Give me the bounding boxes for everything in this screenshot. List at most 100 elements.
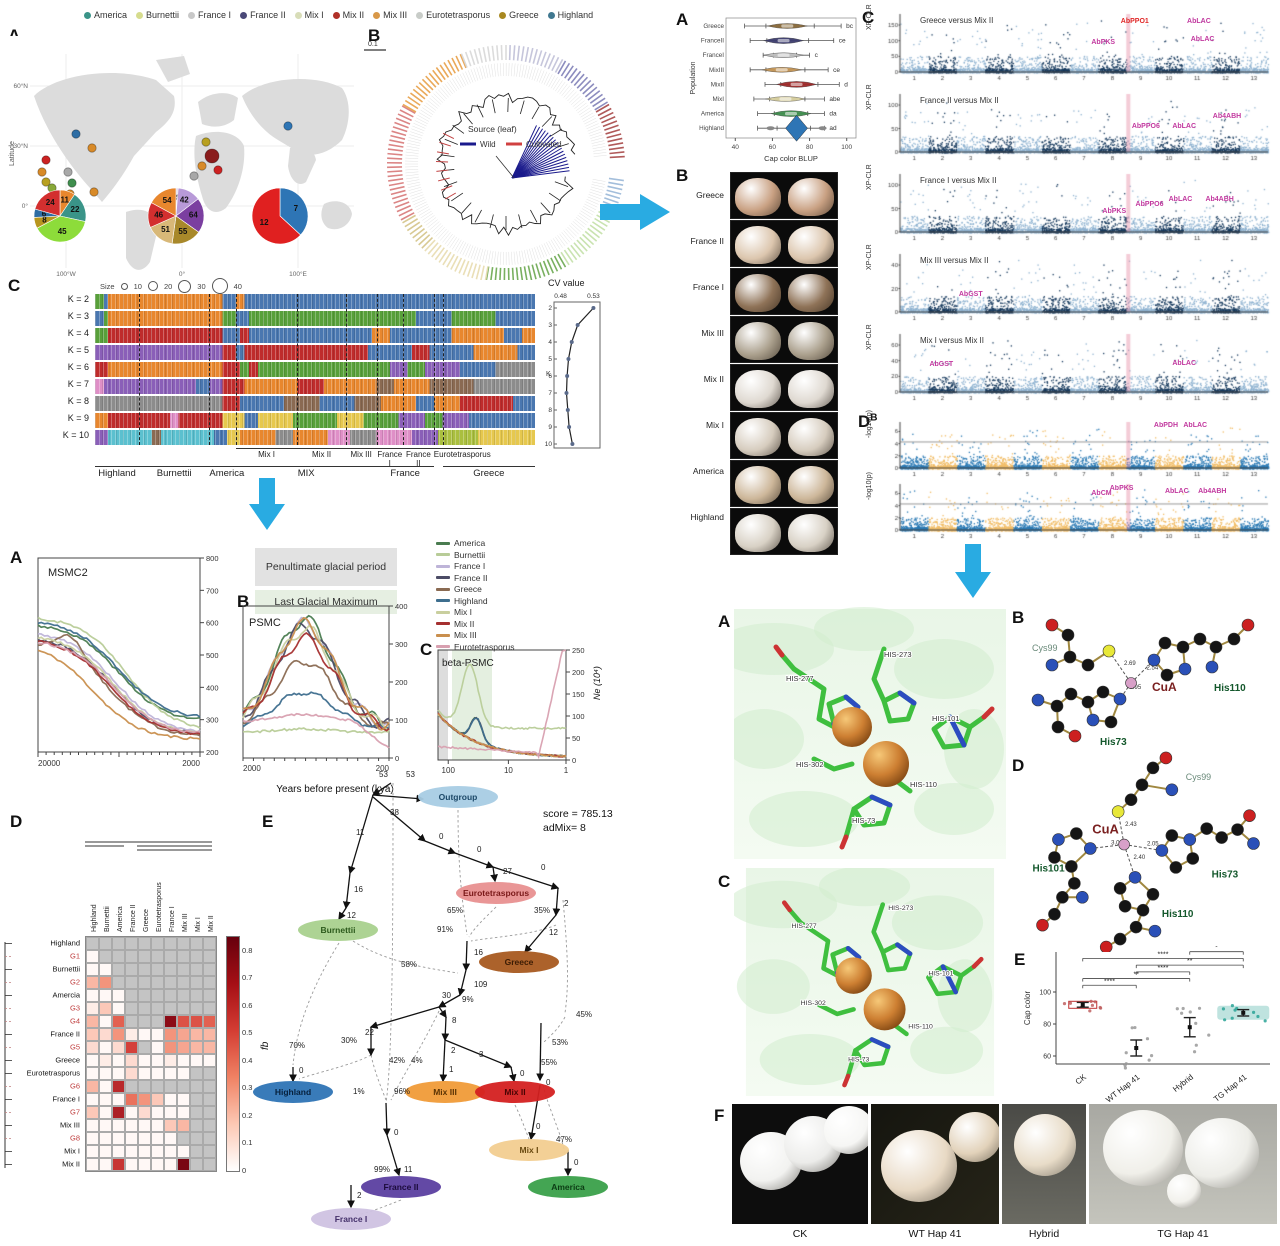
svg-text:G2: G2 (70, 978, 80, 987)
gene-label: AbLAC (1187, 17, 1211, 25)
svg-text:Burnettii: Burnettii (52, 965, 80, 974)
heatmap-cell (86, 1067, 99, 1080)
svg-text:200: 200 (206, 748, 219, 757)
population-legend: America Burnettii France I France II Mix I Mi… (84, 10, 593, 20)
gene-label: AbLAC (1190, 35, 1215, 43)
svg-text:700: 700 (206, 586, 219, 595)
heatmap-cell (203, 963, 216, 976)
legend-dot-icon (136, 11, 144, 19)
svg-text:53: 53 (406, 770, 415, 779)
heatmap-cell (203, 1093, 216, 1106)
heatmap-cell (190, 950, 203, 963)
svg-text:2.05: 2.05 (1147, 842, 1159, 848)
svg-text:WT Hap 41: WT Hap 41 (1104, 1072, 1142, 1104)
arrow-down-icon-2 (955, 544, 991, 598)
svg-text:France II: France II (130, 904, 137, 932)
fbranch-heatmap (85, 936, 217, 1172)
legend-item: Highland (547, 10, 593, 20)
svg-text:MixIII: MixIII (709, 67, 724, 74)
structure-row (95, 430, 535, 445)
svg-text:Cultivated: Cultivated (526, 140, 562, 149)
heatmap-cell (177, 1002, 190, 1015)
heatmap-cell (112, 950, 125, 963)
group-label: Eurotetrasporus (433, 448, 491, 459)
heatmap-cell (99, 989, 112, 1002)
heatmap-cell (203, 1067, 216, 1080)
heatmap-cell (86, 976, 99, 989)
svg-text:FranceII: FranceII (701, 38, 724, 45)
heatmap-cell (177, 1067, 190, 1080)
gene-label: AbPPO1 (1120, 17, 1149, 25)
heatmap-cell (190, 1015, 203, 1028)
arrow-right-icon (600, 194, 670, 230)
svg-text:12: 12 (549, 928, 558, 937)
structure-row (95, 379, 535, 394)
gene-label: AbPKS (1091, 38, 1116, 46)
gwas-plot: -log10(p) AbPDH AbLAC (866, 410, 1272, 480)
heatmap-cell (99, 1080, 112, 1093)
svg-text:HIS-110: HIS-110 (910, 780, 937, 789)
heatmap-cell (190, 1119, 203, 1132)
svg-text:HIS-273: HIS-273 (884, 650, 912, 659)
panel-mold-label: D (1012, 756, 1025, 775)
svg-text:Cap color BLUP: Cap color BLUP (764, 154, 818, 163)
structure-row (95, 328, 535, 343)
svg-text:3: 3 (548, 322, 552, 329)
heatmap-cell (203, 937, 216, 950)
heatmap-cell (203, 1054, 216, 1067)
svg-text:40: 40 (732, 144, 740, 151)
svg-text:65%: 65% (447, 906, 463, 915)
svg-text:55: 55 (178, 227, 187, 236)
svg-text:100: 100 (442, 766, 456, 775)
heatmap-cell (203, 1119, 216, 1132)
svg-text:0: 0 (520, 1069, 525, 1078)
heatmap-cell (164, 1015, 177, 1028)
heatmap-cell (190, 1106, 203, 1119)
svg-text:0: 0 (394, 1128, 399, 1137)
heatmap-cell (203, 1158, 216, 1171)
heatmap-cell (164, 950, 177, 963)
heatmap-cell (151, 1119, 164, 1132)
svg-text:Eurotetrasporus: Eurotetrasporus (27, 1069, 81, 1078)
phenotype-photo-labels: CK WT Hap 41 Hybrid TG Hap 41 (732, 1228, 1277, 1240)
heatmap-cell (86, 1041, 99, 1054)
mushroom-photo (730, 412, 838, 459)
heatmap-cell (203, 1015, 216, 1028)
svg-text:80: 80 (806, 144, 814, 151)
svg-text:3.08: 3.08 (1111, 841, 1123, 847)
svg-text:His110: His110 (1162, 909, 1194, 920)
legend-dot-icon (499, 11, 507, 19)
heatmap-cell (112, 1145, 125, 1158)
mushroom-photo (730, 316, 838, 363)
heatmap-cell (112, 989, 125, 1002)
heatmap-cell (177, 1119, 190, 1132)
size-legend: Size 10 20 30 40 (100, 278, 242, 294)
penultimate-glacial-box: Penultimate glacial period (255, 548, 397, 586)
heatmap-cell (190, 989, 203, 1002)
gene-label: Ab4ABH (1198, 488, 1227, 495)
heatmap-cell (177, 1015, 190, 1028)
heatmap-cell (99, 1106, 112, 1119)
svg-text:Highland: Highland (91, 904, 98, 932)
svg-text:Cys99: Cys99 (1186, 772, 1211, 782)
svg-text:0.1: 0.1 (368, 41, 378, 48)
legend-dot-icon (188, 11, 196, 19)
xpclr-plot: France I versus Mix II XP-CLR AbPKS AbPPO6 A… (866, 164, 1272, 250)
arrow-down-icon (249, 478, 285, 530)
legend-item: France I (188, 10, 231, 20)
svg-text:500: 500 (206, 651, 219, 660)
heatmap-cell (125, 1132, 138, 1145)
heatmap-cell (177, 976, 190, 989)
heatmap-cell (203, 950, 216, 963)
legend-dot-icon (240, 11, 248, 19)
svg-text:G6: G6 (70, 1082, 80, 1091)
heatmap-cell (125, 1093, 138, 1106)
heatmap-cell (164, 1002, 177, 1015)
heatmap-cell (112, 937, 125, 950)
svg-text:France II: France II (50, 1030, 80, 1039)
legend-dot-icon (416, 11, 424, 19)
svg-text:11: 11 (60, 196, 69, 205)
heatmap-cell (112, 1054, 125, 1067)
photo-row-label: Mix III (701, 328, 724, 338)
svg-text:0°: 0° (179, 270, 186, 278)
